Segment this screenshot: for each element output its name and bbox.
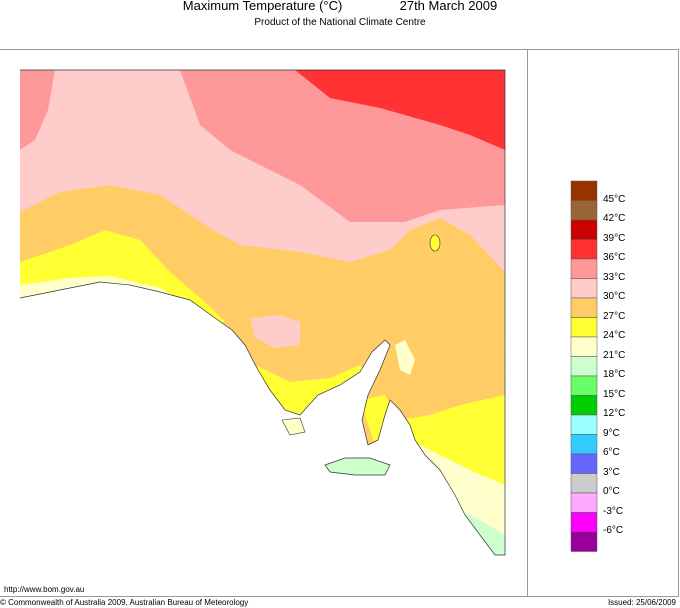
- legend-swatch: [570, 434, 598, 455]
- legend-swatch: [570, 492, 598, 513]
- legend-label: 9°C: [603, 427, 620, 439]
- legend-label: 39°C: [603, 232, 626, 244]
- legend-swatch: [570, 278, 598, 299]
- legend-label: 6°C: [603, 447, 620, 458]
- legend-swatch: [570, 375, 598, 396]
- map-subtitle: Product of the National Climate Centre: [254, 17, 426, 28]
- legend-swatch: [570, 239, 598, 260]
- temperature-zones: [20, 70, 505, 555]
- legend-swatch: [570, 473, 598, 494]
- legend-swatch: [570, 356, 598, 377]
- zone-18-southeast: [460, 510, 505, 555]
- legend-label: 24°C: [603, 330, 626, 341]
- legend-swatch: [570, 395, 598, 416]
- legend-label: 12°C: [603, 408, 626, 419]
- legend-swatch: [570, 531, 598, 552]
- legend-swatch: [570, 317, 598, 338]
- legend-label: -6°C: [603, 525, 624, 536]
- legend-label: 18°C: [603, 369, 626, 380]
- zone-21-gulf: [395, 340, 415, 375]
- legend-label: 36°C: [603, 252, 626, 263]
- legend-label: 30°C: [603, 291, 626, 302]
- coastal-zone-21: [281, 417, 306, 436]
- legend-swatch: [570, 200, 598, 221]
- legend-label: 3°C: [603, 466, 620, 478]
- legend-swatch: [570, 297, 598, 318]
- legend-swatch: [570, 180, 598, 201]
- copyright: © Commonwealth of Australia 2009, Austra…: [0, 598, 249, 607]
- map-frame: [0, 49, 679, 597]
- legend-label: 27°C: [603, 310, 626, 322]
- legend-label: 0°C: [603, 486, 620, 497]
- legend-swatch: [570, 219, 598, 240]
- legend-label: 21°C: [603, 349, 626, 361]
- zone-36: [295, 70, 505, 150]
- legend-swatch: [570, 336, 598, 357]
- legend-label: 45°C: [603, 193, 626, 205]
- map-title: Maximum Temperature (°C) 27th March 2009: [0, 0, 680, 13]
- zone-33-west: [20, 70, 55, 150]
- legend-label: 42°C: [603, 213, 626, 224]
- frame-divider: [527, 49, 528, 597]
- legend-swatch: [570, 414, 598, 435]
- legend-swatch: [570, 512, 598, 533]
- issued-date: Issued: 25/06/2009: [607, 598, 676, 607]
- legend-label: 33°C: [603, 271, 626, 283]
- kangaroo-island: [324, 457, 391, 476]
- title-date: 27th March 2009: [399, 0, 498, 13]
- temperature-legend: [570, 180, 598, 552]
- legend-swatch: [570, 453, 598, 474]
- legend-label: 15°C: [603, 388, 626, 400]
- lake-eyre-area: [429, 234, 441, 252]
- coastline: [19, 69, 506, 556]
- title-text: Maximum Temperature (°C): [182, 0, 343, 13]
- footer-url[interactable]: http://www.bom.gov.au: [4, 585, 85, 594]
- zone-30-inlet: [250, 315, 300, 348]
- legend-label: -3°C: [603, 505, 624, 517]
- legend-swatch: [570, 258, 598, 279]
